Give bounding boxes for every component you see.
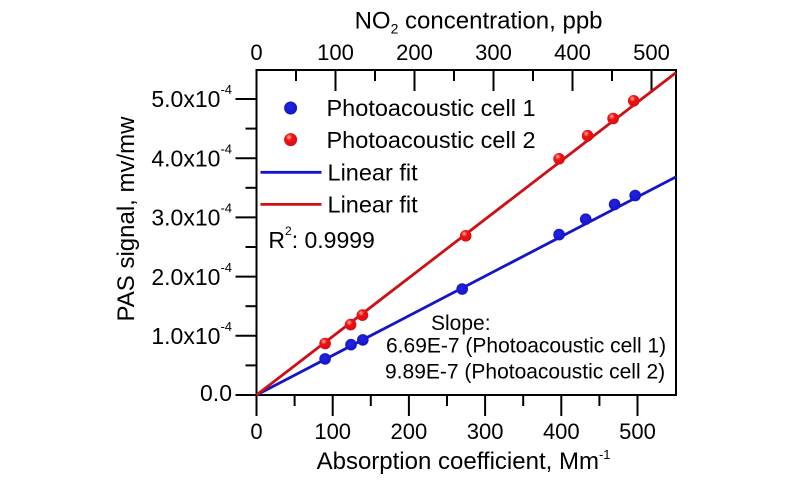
svg-text:Absorption coefficient, Mm-1: Absorption coefficient, Mm-1 — [317, 447, 611, 475]
svg-text:400: 400 — [554, 40, 591, 65]
svg-text:0.0: 0.0 — [200, 380, 232, 406]
svg-text:400: 400 — [543, 419, 580, 444]
svg-text:1.0x10-4: 1.0x10-4 — [151, 319, 232, 349]
svg-text:2.0x10-4: 2.0x10-4 — [151, 260, 232, 290]
svg-text:Linear fit: Linear fit — [328, 160, 419, 186]
svg-text:5.0x10-4: 5.0x10-4 — [151, 82, 232, 112]
svg-text:200: 200 — [396, 40, 433, 65]
svg-text:PAS signal, mv/mw: PAS signal, mv/mw — [113, 116, 140, 322]
svg-text:500: 500 — [619, 419, 656, 444]
svg-text:200: 200 — [391, 419, 428, 444]
svg-text:4.0x10-4: 4.0x10-4 — [151, 141, 232, 171]
svg-text:Photoacoustic cell 1: Photoacoustic cell 1 — [327, 95, 536, 121]
svg-text:Photoacoustic cell 2: Photoacoustic cell 2 — [327, 127, 536, 153]
svg-text:3.0x10-4: 3.0x10-4 — [151, 201, 232, 231]
svg-text:300: 300 — [467, 419, 504, 444]
svg-text:Slope:: Slope: — [431, 312, 491, 335]
svg-text:R2: 0.9999: R2: 0.9999 — [268, 224, 374, 253]
svg-text:100: 100 — [314, 419, 351, 444]
svg-text:300: 300 — [475, 40, 512, 65]
svg-text:100: 100 — [317, 40, 354, 65]
svg-text:Linear fit: Linear fit — [328, 192, 419, 218]
svg-text:0: 0 — [250, 40, 262, 65]
svg-text:500: 500 — [633, 40, 670, 65]
svg-text:0: 0 — [250, 419, 262, 444]
svg-text:9.89E-7 (Photoacoustic cell 2): 9.89E-7 (Photoacoustic cell 2) — [385, 361, 665, 384]
svg-text:6.69E-7 (Photoacoustic cell 1): 6.69E-7 (Photoacoustic cell 1) — [386, 335, 666, 358]
